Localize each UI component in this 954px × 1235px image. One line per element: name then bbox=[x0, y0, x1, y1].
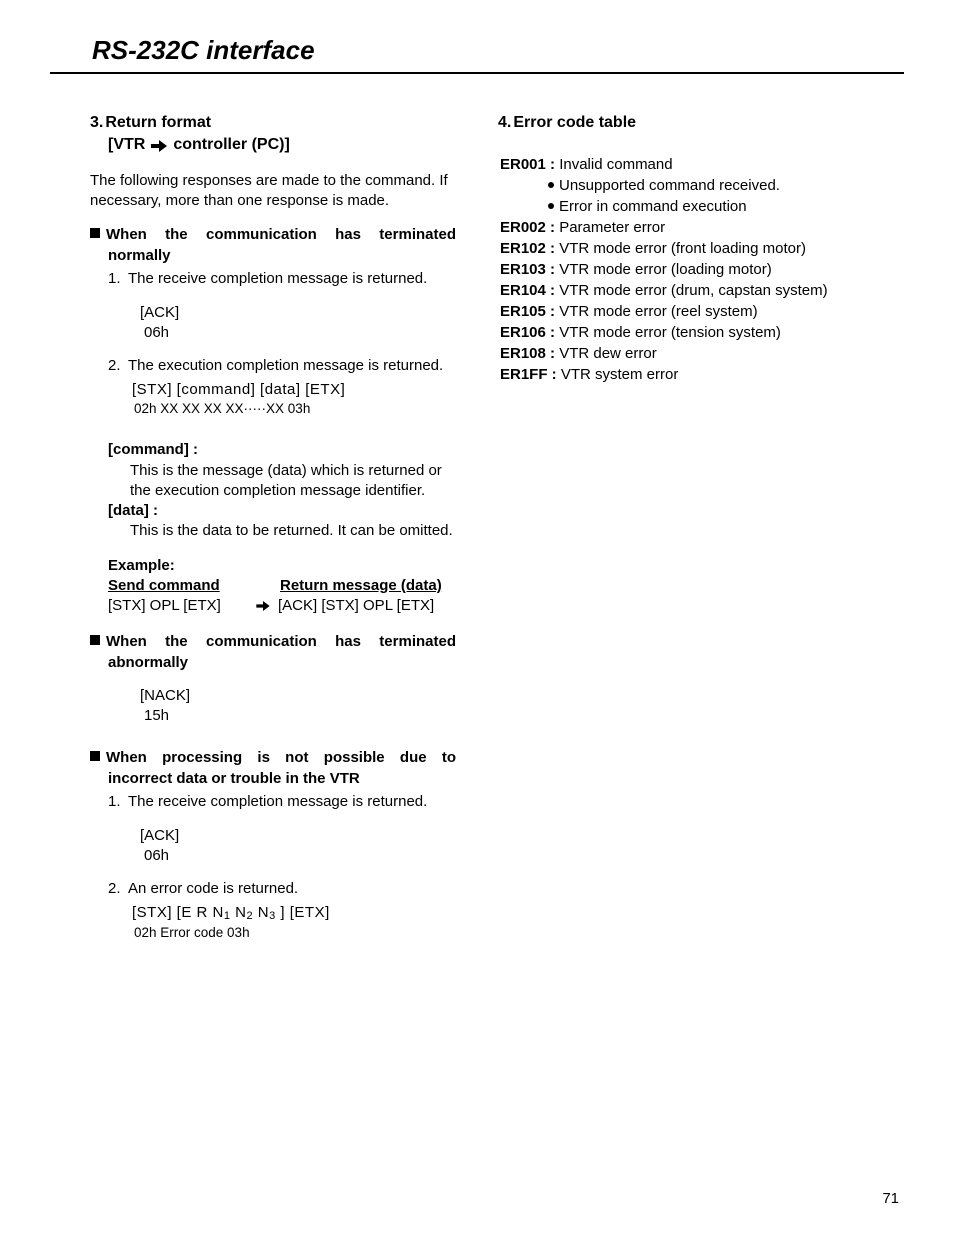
er001-sub2: Error in command execution bbox=[498, 196, 864, 217]
ex-h1: Send command bbox=[108, 576, 248, 596]
b1-item2: 2.The execution completion message is re… bbox=[90, 356, 456, 376]
nack-hex: 15h bbox=[90, 706, 456, 726]
bullet-icon bbox=[548, 182, 554, 188]
er001-code: ER001 : bbox=[500, 156, 555, 173]
square-bullet-icon bbox=[90, 751, 100, 761]
er104: ER104 : VTR mode error (drum, capstan sy… bbox=[498, 280, 864, 301]
er105-desc: VTR mode error (reel system) bbox=[555, 303, 758, 320]
er1ff-code: ER1FF : bbox=[500, 366, 557, 383]
arrow-icon bbox=[151, 140, 167, 152]
content-columns: 3.Return format [VTR controller (PC)] Th… bbox=[50, 112, 904, 956]
stx-pre: [STX] [E R N bbox=[132, 904, 224, 921]
bullet-icon bbox=[548, 203, 554, 209]
b3-stx-hex: 02h Error code 03h bbox=[90, 924, 456, 942]
er1ff-desc: VTR system error bbox=[557, 366, 679, 383]
block1-title-text: When the communication has terminated no… bbox=[106, 226, 456, 263]
left-column: 3.Return format [VTR controller (PC)] Th… bbox=[90, 112, 456, 956]
er104-desc: VTR mode error (drum, capstan system) bbox=[555, 282, 828, 299]
stx-hex: 02h XX XX XX XX·····XX 03h bbox=[90, 400, 456, 418]
section-num: 4. bbox=[498, 112, 511, 134]
er001-desc: Invalid command bbox=[555, 156, 673, 173]
right-column: 4.Error code table ER001 : Invalid comma… bbox=[498, 112, 864, 956]
example-header: Send command Return message (data) bbox=[90, 576, 456, 596]
b1-i1-text: The receive completion message is return… bbox=[128, 270, 427, 287]
er108: ER108 : VTR dew error bbox=[498, 343, 864, 364]
block-abnormal: When the communication has terminated ab… bbox=[90, 632, 456, 726]
er103-code: ER103 : bbox=[500, 261, 555, 278]
er1ff: ER1FF : VTR system error bbox=[498, 364, 864, 385]
er108-desc: VTR dew error bbox=[555, 345, 657, 362]
page-title: RS-232C interface bbox=[50, 35, 904, 74]
er105: ER105 : VTR mode error (reel system) bbox=[498, 301, 864, 322]
command-label: [command] : bbox=[90, 440, 456, 460]
ex-c2: [ACK] [STX] OPL [ETX] bbox=[278, 596, 434, 616]
ex-c1: [STX] OPL [ETX] bbox=[108, 596, 248, 616]
er001: ER001 : Invalid command bbox=[498, 154, 864, 175]
square-bullet-icon bbox=[90, 228, 100, 238]
list-num: 2. bbox=[108, 356, 128, 376]
block3-title-text: When processing is not possible due to i… bbox=[106, 749, 456, 786]
b1-item1: 1.The receive completion message is retu… bbox=[90, 269, 456, 289]
section-title-1: Return format bbox=[105, 114, 211, 131]
b3-ack-hex: 06h bbox=[90, 846, 456, 866]
block1-title: When the communication has terminated no… bbox=[90, 225, 456, 266]
er001-b1: Unsupported command received. bbox=[559, 177, 780, 194]
ex-h2: Return message (data) bbox=[280, 576, 442, 596]
er001-sub1: Unsupported command received. bbox=[498, 175, 864, 196]
er108-code: ER108 : bbox=[500, 345, 555, 362]
b3-item2: 2.An error code is returned. bbox=[90, 879, 456, 899]
er105-code: ER105 : bbox=[500, 303, 555, 320]
b3-i2-text: An error code is returned. bbox=[128, 880, 298, 897]
er002-code: ER002 : bbox=[500, 219, 555, 236]
er002: ER002 : Parameter error bbox=[498, 217, 864, 238]
vtr-label-post: controller (PC)] bbox=[173, 134, 289, 156]
example-data: [STX] OPL [ETX] [ACK] [STX] OPL [ETX] bbox=[90, 596, 456, 616]
list-num: 1. bbox=[108, 792, 128, 812]
block-normal: When the communication has terminated no… bbox=[90, 225, 456, 418]
section-num: 3. bbox=[90, 112, 103, 134]
example-label: Example: bbox=[90, 556, 456, 576]
er103: ER103 : VTR mode error (loading motor) bbox=[498, 259, 864, 280]
arrow-icon bbox=[256, 601, 270, 611]
er002-desc: Parameter error bbox=[555, 219, 665, 236]
b3-ack: [ACK] bbox=[90, 826, 456, 846]
er106-desc: VTR mode error (tension system) bbox=[555, 324, 781, 341]
stx-post: ] [ETX] bbox=[276, 904, 330, 921]
er106: ER106 : VTR mode error (tension system) bbox=[498, 322, 864, 343]
b1-i2-text: The execution completion message is retu… bbox=[128, 357, 443, 374]
list-num: 1. bbox=[108, 269, 128, 289]
er102: ER102 : VTR mode error (front loading mo… bbox=[498, 238, 864, 259]
intro-text: The following responses are made to the … bbox=[90, 171, 456, 212]
block3-title: When processing is not possible due to i… bbox=[90, 748, 456, 789]
ack-line: [ACK] bbox=[90, 303, 456, 323]
data-label: [data] : bbox=[90, 501, 456, 521]
section-title-4: Error code table bbox=[513, 114, 636, 131]
block2-title: When the communication has terminated ab… bbox=[90, 632, 456, 673]
block2-title-text: When the communication has terminated ab… bbox=[106, 633, 456, 670]
b3-stx-line: [STX] [E R N1 N2 N3 ] [ETX] bbox=[90, 903, 456, 924]
command-desc: This is the message (data) which is retu… bbox=[90, 461, 456, 502]
list-num: 2. bbox=[108, 879, 128, 899]
er103-desc: VTR mode error (loading motor) bbox=[555, 261, 772, 278]
stx-line: [STX] [command] [data] [ETX] bbox=[90, 380, 456, 400]
vtr-label-pre: [VTR bbox=[108, 134, 145, 156]
page-number: 71 bbox=[882, 1190, 899, 1207]
er001-b2: Error in command execution bbox=[559, 198, 747, 215]
block-error: When processing is not possible due to i… bbox=[90, 748, 456, 942]
er104-code: ER104 : bbox=[500, 282, 555, 299]
b3-i1-text: The receive completion message is return… bbox=[128, 793, 427, 810]
ack-hex: 06h bbox=[90, 323, 456, 343]
er102-desc: VTR mode error (front loading motor) bbox=[555, 240, 806, 257]
b3-item1: 1.The receive completion message is retu… bbox=[90, 792, 456, 812]
nack-line: [NACK] bbox=[90, 686, 456, 706]
er102-code: ER102 : bbox=[500, 240, 555, 257]
section-3-heading: 3.Return format [VTR controller (PC)] bbox=[90, 112, 456, 157]
section-4-heading: 4.Error code table bbox=[498, 112, 864, 134]
square-bullet-icon bbox=[90, 635, 100, 645]
er106-code: ER106 : bbox=[500, 324, 555, 341]
data-desc: This is the data to be returned. It can … bbox=[90, 521, 456, 541]
